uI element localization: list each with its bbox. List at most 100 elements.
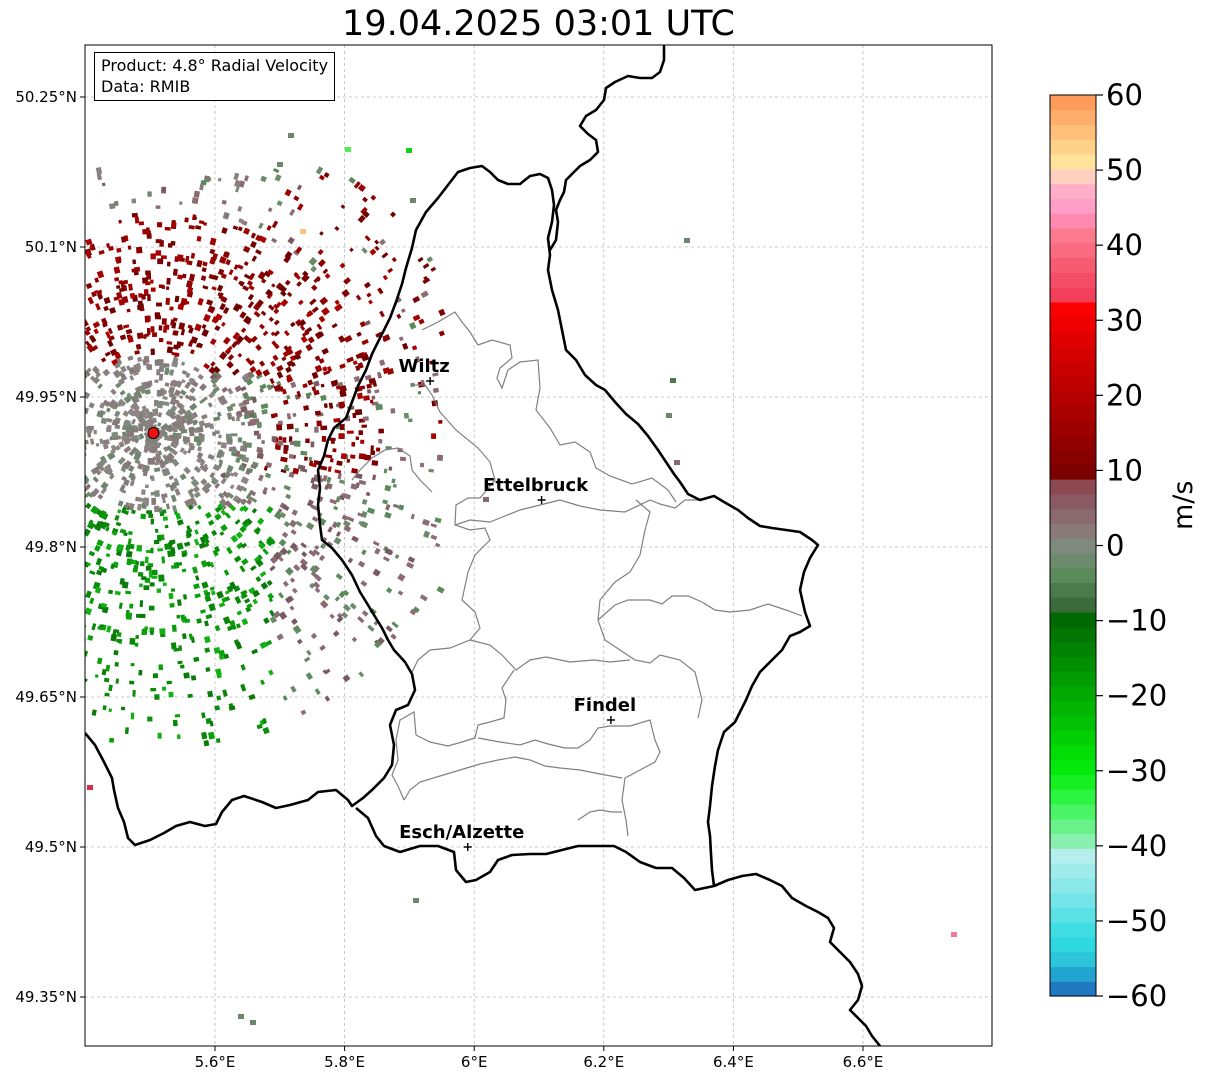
velocity-echo xyxy=(105,553,111,558)
velocity-echo xyxy=(156,389,163,397)
velocity-echo xyxy=(199,459,206,467)
velocity-echo xyxy=(360,206,368,215)
velocity-echo xyxy=(183,541,191,547)
velocity-echo xyxy=(96,270,105,279)
velocity-echo xyxy=(369,399,374,404)
velocity-echo xyxy=(100,459,108,466)
velocity-echo xyxy=(248,496,254,501)
velocity-echo xyxy=(431,433,436,439)
velocity-echo xyxy=(178,408,185,415)
velocity-echo xyxy=(374,389,380,394)
velocity-echo xyxy=(210,361,216,367)
velocity-echo xyxy=(310,504,319,511)
velocity-echo xyxy=(240,405,248,413)
velocity-echo xyxy=(278,538,287,547)
colorbar-segment xyxy=(1050,759,1096,776)
colorbar-tick-label: 50 xyxy=(1106,153,1143,187)
velocity-echo xyxy=(169,380,177,388)
velocity-echo xyxy=(212,463,221,472)
colorbar-segment xyxy=(1050,301,1096,318)
velocity-echo xyxy=(110,563,116,570)
colorbar-segment xyxy=(1050,95,1096,111)
colorbar-segment xyxy=(1050,597,1096,613)
velocity-echo xyxy=(106,417,113,423)
velocity-echo xyxy=(351,441,356,447)
velocity-echo xyxy=(131,403,141,412)
velocity-echo xyxy=(87,785,93,790)
velocity-echo xyxy=(341,492,348,498)
velocity-echo xyxy=(267,269,274,276)
velocity-echo xyxy=(179,664,185,669)
velocity-echo xyxy=(118,602,123,610)
lon-tick-label: 6.4°E xyxy=(713,1053,754,1071)
velocity-echo xyxy=(170,448,178,456)
velocity-echo xyxy=(246,499,253,506)
velocity-echo xyxy=(276,200,283,207)
velocity-echo xyxy=(243,273,251,280)
velocity-echo xyxy=(133,391,140,399)
velocity-echo xyxy=(136,391,143,399)
velocity-echo xyxy=(312,549,321,556)
velocity-echo xyxy=(407,556,416,563)
velocity-echo xyxy=(293,195,300,202)
velocity-echo xyxy=(319,231,324,236)
velocity-echo xyxy=(235,457,241,464)
velocity-echo xyxy=(290,362,296,367)
velocity-echo xyxy=(157,222,163,228)
map-axes: 50.25°N 50.1°N 49.95°N 49.8°N 49.65°N 49.5°N 4… xyxy=(15,44,993,1071)
velocity-echo xyxy=(134,459,141,465)
velocity-echo xyxy=(220,273,227,280)
velocity-echo xyxy=(187,324,193,329)
velocity-echo xyxy=(368,299,373,305)
velocity-echo xyxy=(200,275,207,282)
velocity-echo xyxy=(268,316,274,323)
velocity-echo xyxy=(247,467,254,474)
velocity-echo xyxy=(110,388,117,396)
velocity-echo xyxy=(144,556,149,564)
velocity-echo xyxy=(170,494,177,503)
velocity-echo xyxy=(114,514,120,521)
velocity-echo xyxy=(334,596,341,602)
velocity-echo xyxy=(305,438,310,444)
velocity-echo xyxy=(349,602,357,610)
velocity-echo xyxy=(142,468,149,473)
velocity-echo xyxy=(228,624,235,631)
product-info-box: Product: 4.8° Radial Velocity Data: RMIB xyxy=(94,52,336,101)
velocity-echo xyxy=(320,542,327,550)
canton-boundaries xyxy=(351,311,803,837)
velocity-echo xyxy=(286,376,294,383)
velocity-echo xyxy=(308,456,313,461)
velocity-echo xyxy=(328,402,334,409)
velocity-echo xyxy=(293,271,299,278)
velocity-echo xyxy=(438,308,446,317)
velocity-echo xyxy=(262,548,269,556)
velocity-echo xyxy=(249,366,257,374)
velocity-echo xyxy=(228,269,234,276)
velocity-echo xyxy=(382,499,389,505)
velocity-echo xyxy=(398,504,405,511)
velocity-echo xyxy=(255,299,264,308)
colorbar-segment xyxy=(1050,863,1096,879)
velocity-echo xyxy=(197,446,203,452)
colorbar-segment xyxy=(1050,346,1096,362)
velocity-echo xyxy=(284,188,292,197)
velocity-echo xyxy=(139,583,143,588)
velocity-echo xyxy=(277,440,284,446)
velocity-echo xyxy=(222,689,228,697)
colorbar-segment xyxy=(1050,848,1096,864)
map-frame xyxy=(84,44,993,1047)
velocity-echo xyxy=(132,689,136,697)
velocity-echo xyxy=(193,190,200,198)
velocity-echo xyxy=(113,200,119,207)
colorbar-tick-label: 10 xyxy=(1106,453,1143,487)
velocity-echo xyxy=(345,147,351,152)
velocity-echo xyxy=(284,595,293,604)
colorbar-segment xyxy=(1050,183,1096,199)
velocity-echo xyxy=(128,472,136,480)
velocity-echo xyxy=(266,506,274,514)
velocity-echo xyxy=(288,133,294,138)
velocity-echo xyxy=(283,345,290,352)
velocity-echo xyxy=(155,239,162,244)
velocity-echo xyxy=(374,245,380,251)
velocity-echo xyxy=(155,205,161,209)
